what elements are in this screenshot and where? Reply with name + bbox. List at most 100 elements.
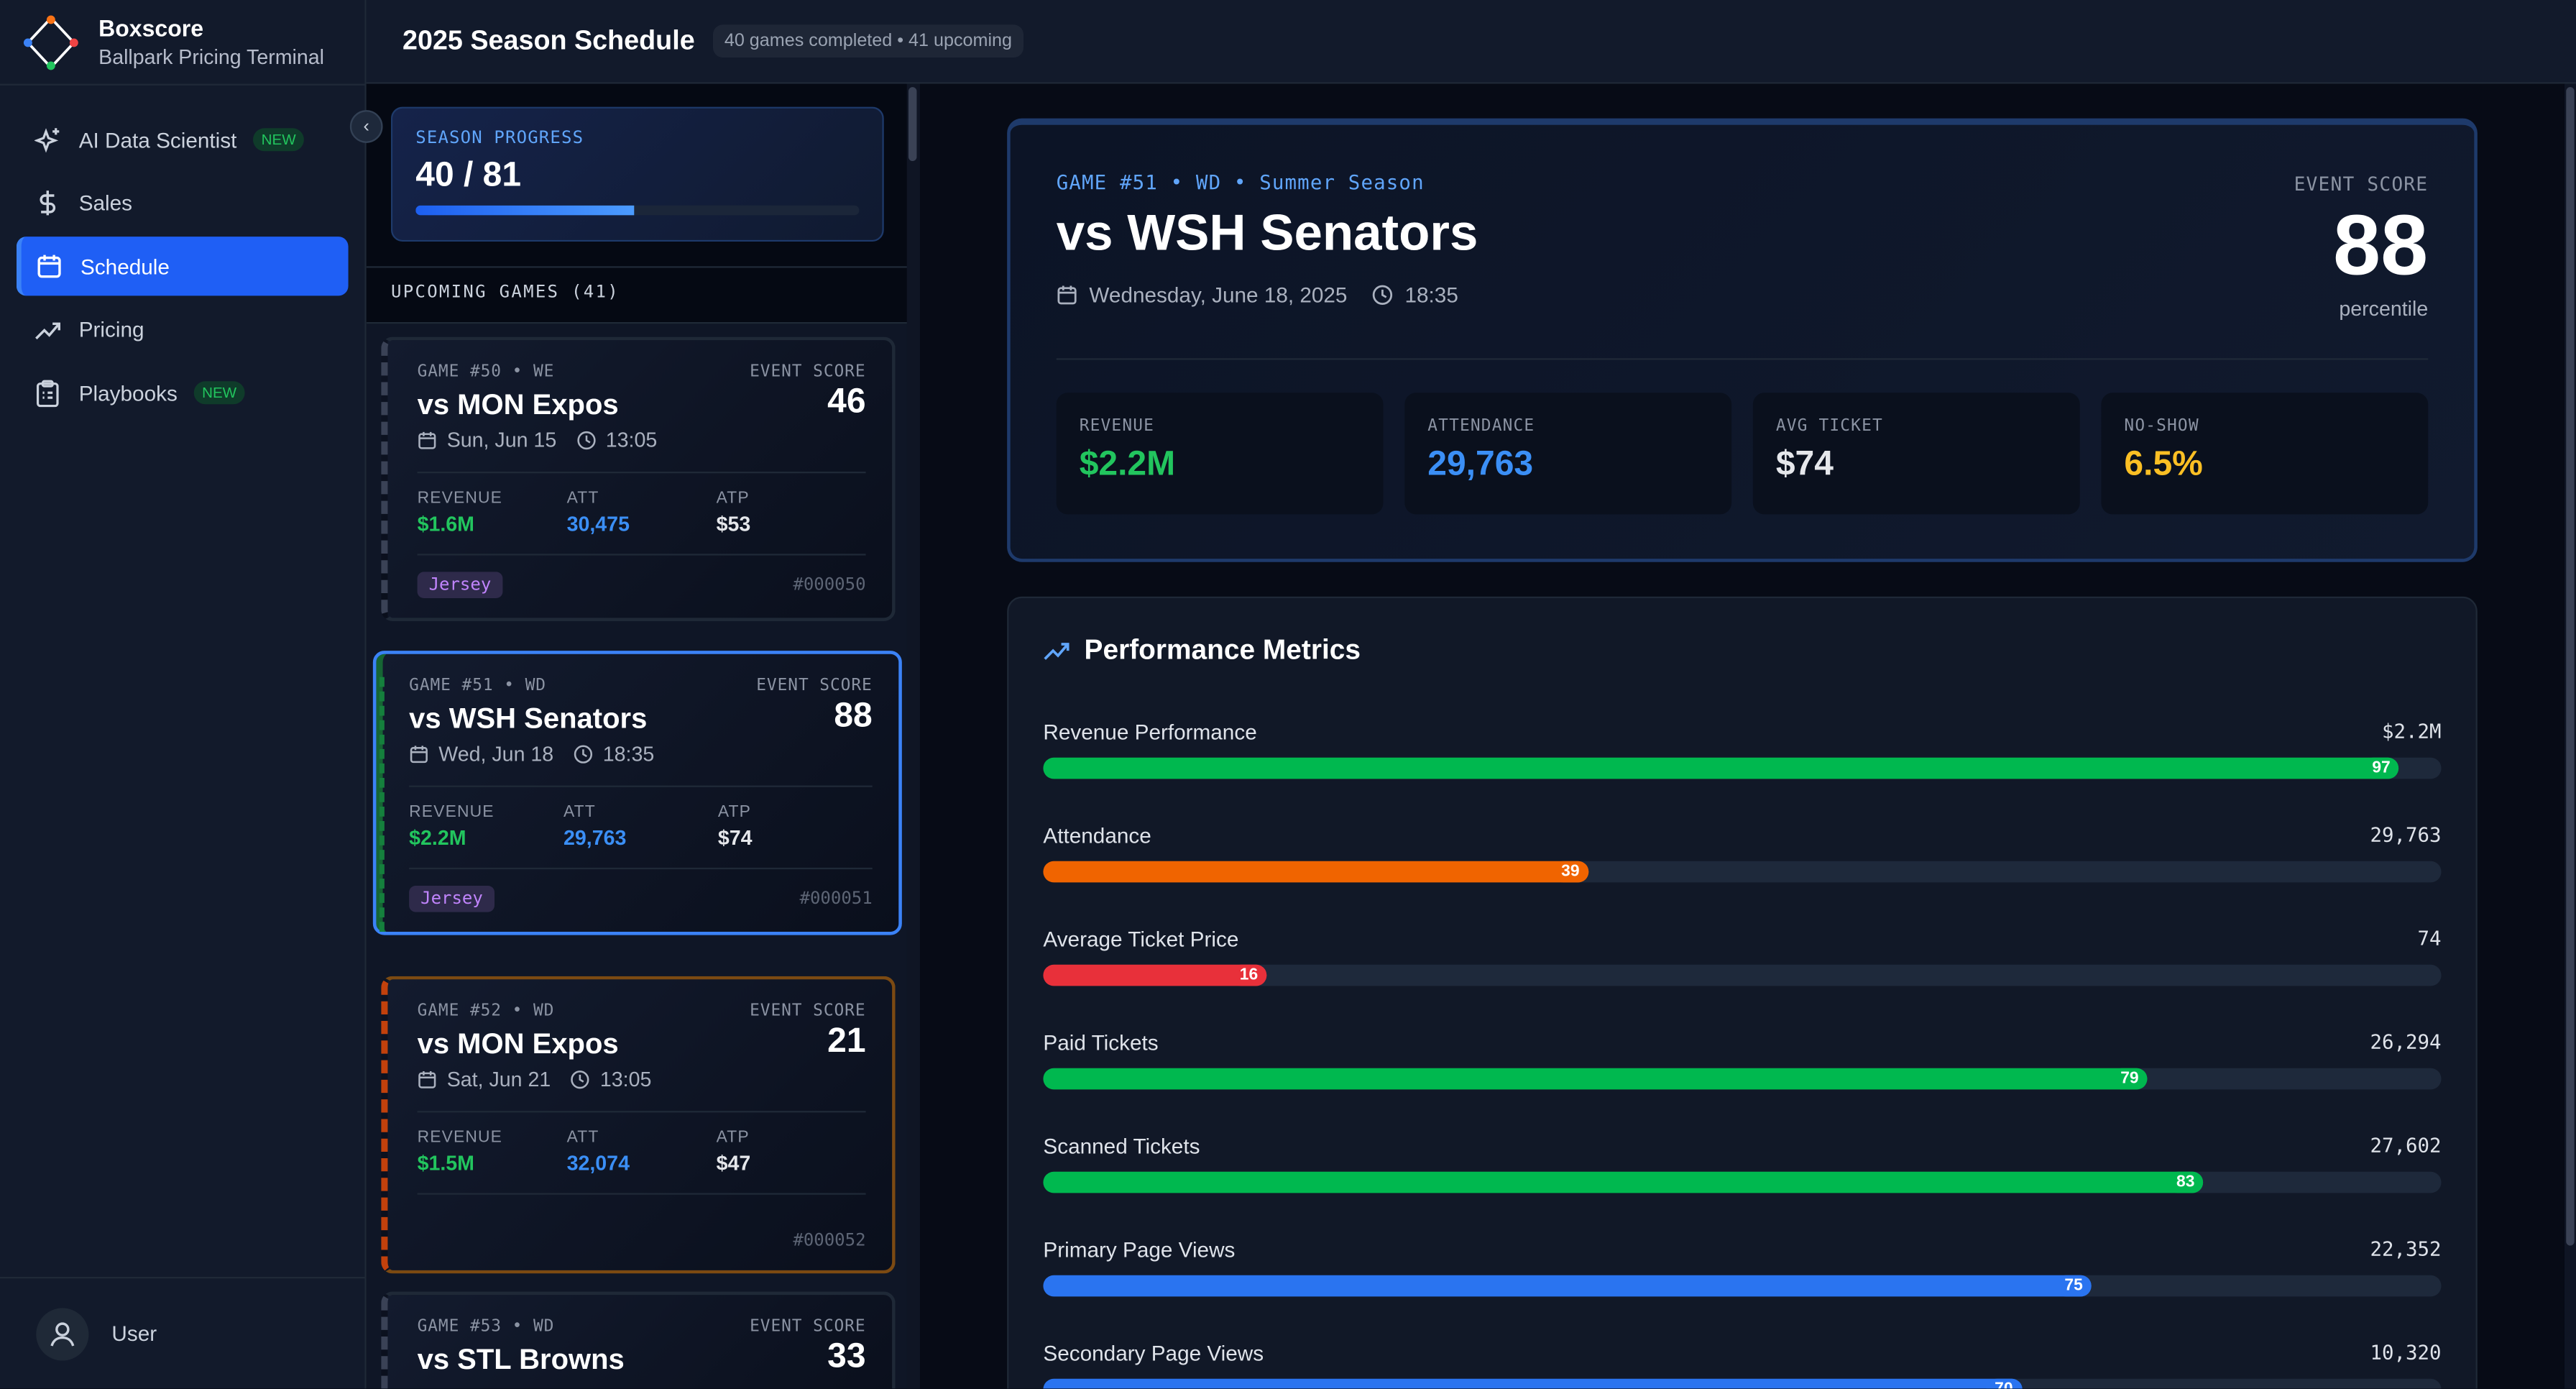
page-title: 2025 Season Schedule	[402, 25, 695, 55]
clock-icon	[574, 745, 592, 764]
sidebar-item-label: Pricing	[78, 317, 144, 342]
revenue-value: $1.6M	[417, 513, 474, 536]
game-detail-panel: GAME #51 • WD • Summer Season vs WSH Sen…	[919, 83, 2576, 1389]
user-name: User	[111, 1321, 157, 1346]
metric-row: Secondary Page Views 10,320 70	[1043, 1341, 2442, 1389]
game-meta: GAME #51 • WD	[409, 677, 546, 695]
metric-percentile: 70	[1985, 1378, 2022, 1389]
user-icon	[50, 1321, 75, 1346]
metric-percentile: 83	[2167, 1171, 2204, 1193]
sidebar-nav: AI Data Scientist NEW Sales Schedule Pri…	[16, 110, 349, 426]
sidebar-item-playbooks[interactable]: Playbooks NEW	[17, 363, 349, 422]
metric-bar: 83	[1043, 1171, 2442, 1193]
metric-label: Scanned Tickets	[1043, 1134, 1200, 1159]
event-score-value: 33	[827, 1337, 866, 1376]
metric-label: Average Ticket Price	[1043, 927, 1239, 952]
collapse-sidebar-button[interactable]: ‹	[349, 110, 383, 143]
games-list-panel: SEASON PROGRESS 40 / 81 UPCOMING GAMES (…	[366, 83, 920, 1389]
season-progress-fill	[415, 205, 635, 216]
metric-row: Paid Tickets 26,294 79	[1043, 1030, 2442, 1090]
event-score-value: 21	[827, 1022, 866, 1060]
sidebar-item-schedule[interactable]: Schedule	[16, 237, 349, 296]
main-scrollbar-thumb[interactable]	[2566, 87, 2575, 1246]
metric-bar: 39	[1043, 861, 2442, 883]
atp-label: ATP	[717, 803, 752, 822]
game-title: vs STL Browns	[417, 1342, 625, 1376]
game-card[interactable]: GAME #50 • WE EVENT SCORE vs MON Expos 46 …	[381, 336, 896, 621]
metric-percentile: 16	[1230, 964, 1267, 986]
calendar-icon	[34, 252, 64, 281]
sidebar: Boxscore Ballpark Pricing Terminal AI Da…	[0, 0, 367, 1389]
clock-icon	[576, 431, 595, 450]
game-time: 18:35	[1404, 283, 1458, 308]
kpi-label: REVENUE	[1079, 417, 1155, 436]
metric-row: Revenue Performance $2.2M 97	[1043, 720, 2442, 779]
metric-bar-fill: 97	[1043, 757, 2400, 779]
game-card[interactable]: GAME #51 • WD EVENT SCORE vs WSH Senators…	[372, 651, 902, 935]
atp-label: ATP	[716, 1129, 750, 1147]
event-score-value: 46	[827, 382, 866, 421]
calendar-icon	[1057, 285, 1077, 305]
metric-bar: 70	[1043, 1378, 2442, 1389]
metric-label: Paid Tickets	[1043, 1030, 1159, 1055]
metric-percentile: 39	[1552, 861, 1588, 883]
revenue-value: $1.5M	[417, 1152, 474, 1175]
game-id: #000051	[799, 889, 873, 909]
sidebar-item-label: Schedule	[80, 254, 170, 279]
calendar-icon	[418, 431, 436, 449]
game-id: #000050	[793, 574, 866, 595]
game-date: Sun, Jun 15	[446, 428, 557, 452]
metric-value: $2.2M	[2381, 720, 2442, 743]
sidebar-item-pricing[interactable]: Pricing	[17, 300, 349, 359]
game-date: Sat, Jun 21	[446, 1068, 551, 1091]
sidebar-item-label: Playbooks	[78, 380, 178, 405]
metric-bar-fill: 79	[1043, 1068, 2148, 1090]
sidebar-item-ai-data-scientist[interactable]: AI Data Scientist NEW	[17, 110, 349, 169]
clock-icon	[571, 1071, 590, 1089]
metric-row: Primary Page Views 22,352 75	[1043, 1237, 2442, 1297]
sidebar-item-sales[interactable]: Sales	[17, 173, 349, 232]
game-title: vs WSH Senators	[1056, 203, 1478, 262]
game-card[interactable]: GAME #53 • WD EVENT SCORE vs STL Browns 33	[381, 1291, 896, 1389]
list-scrollbar-thumb[interactable]	[908, 87, 917, 161]
kpi-value: $2.2M	[1079, 445, 1176, 483]
season-progress-label: SEASON PROGRESS	[415, 128, 584, 148]
game-meta: GAME #50 • WE	[417, 363, 555, 382]
brand-name: Boxscore	[98, 14, 203, 42]
metric-bar-fill: 39	[1043, 861, 1588, 883]
revenue-label: REVENUE	[409, 803, 494, 822]
sparkles-icon	[33, 125, 63, 155]
metric-bar: 79	[1043, 1068, 2442, 1090]
kpi-value: $74	[1775, 445, 1834, 483]
metric-row: Average Ticket Price 74 16	[1043, 927, 2442, 986]
sidebar-item-label: Sales	[78, 191, 133, 216]
season-progress-bar	[415, 205, 860, 216]
list-scrollbar[interactable]	[906, 83, 920, 1389]
upcoming-games-heading: UPCOMING GAMES (41)	[390, 283, 620, 303]
metric-bar: 16	[1043, 964, 2442, 986]
event-score-value: 88	[834, 697, 873, 735]
dollar-icon	[33, 188, 63, 218]
user-menu[interactable]: User	[0, 1276, 365, 1388]
new-badge: NEW	[253, 128, 305, 152]
metric-value: 29,763	[2370, 823, 2442, 847]
metric-percentile: 75	[2055, 1275, 2092, 1297]
metric-label: Primary Page Views	[1043, 1237, 1236, 1262]
game-card[interactable]: GAME #52 • WD EVENT SCORE vs MON Expos 21 …	[381, 976, 896, 1274]
metric-value: 26,294	[2370, 1030, 2442, 1054]
kpi-label: NO-SHOW	[2124, 417, 2199, 436]
chevron-left-icon: ‹	[363, 116, 369, 137]
att-value: 30,475	[566, 513, 630, 536]
season-progress-value: 40 / 81	[415, 156, 522, 194]
main-scrollbar[interactable]	[2564, 83, 2576, 1389]
metric-bar-fill: 70	[1043, 1378, 2022, 1389]
calendar-icon	[418, 1071, 436, 1088]
metric-row: Attendance 29,763 39	[1043, 823, 2442, 883]
trending-up-icon	[1044, 643, 1070, 660]
brand-subtitle: Ballpark Pricing Terminal	[98, 45, 325, 69]
sidebar-item-label: AI Data Scientist	[78, 127, 237, 152]
trending-up-icon	[33, 315, 63, 344]
event-score-value: 88	[2333, 198, 2429, 295]
clipboard-icon	[33, 378, 63, 408]
game-meta: GAME #52 • WD	[417, 1002, 555, 1021]
